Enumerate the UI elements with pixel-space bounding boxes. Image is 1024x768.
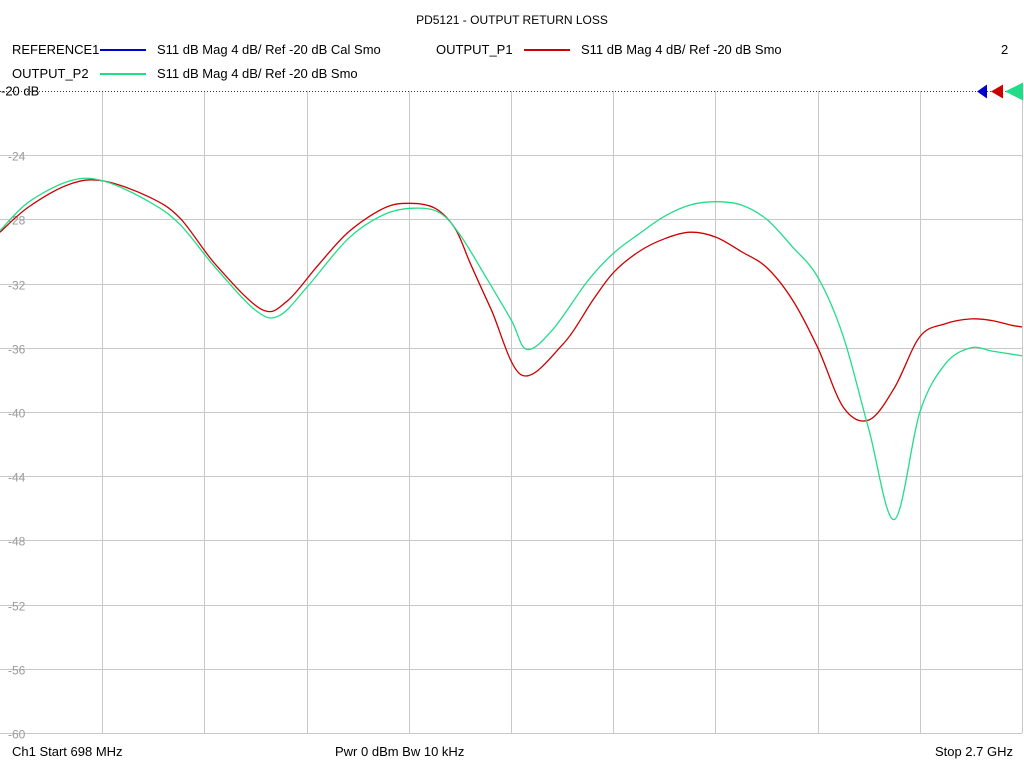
chart-title: PD5121 - OUTPUT RETURN LOSS xyxy=(416,13,608,27)
reference-marker-reference1 xyxy=(977,84,987,99)
legend-swatch-output-p1 xyxy=(524,49,570,51)
y-tick-label: -60 xyxy=(8,728,26,742)
y-tick-label: -36 xyxy=(8,343,26,357)
legend-swatch-reference1 xyxy=(100,49,146,51)
y-tick-label: -24 xyxy=(8,150,26,164)
footer-stop: Stop 2.7 GHz xyxy=(934,744,1013,759)
legend-row-1: REFERENCE1 S11 dB Mag 4 dB/ Ref -20 dB C… xyxy=(0,42,1024,62)
legend-swatch-output-p2 xyxy=(100,73,146,75)
y-tick-label: -52 xyxy=(8,600,26,614)
footer-power-bandwidth: Pwr 0 dBm Bw 10 kHz xyxy=(335,744,465,759)
channel-number: 2 xyxy=(1001,42,1009,57)
series-line-output-p1 xyxy=(0,179,1023,422)
legend-name-reference1: REFERENCE1 xyxy=(12,42,100,57)
legend-row-2: OUTPUT_P2 S11 dB Mag 4 dB/ Ref -20 dB Sm… xyxy=(0,66,1024,86)
legend-name-output-p1: OUTPUT_P1 xyxy=(436,42,513,57)
y-tick-label: -32 xyxy=(8,279,26,293)
legend-name-output-p2: OUTPUT_P2 xyxy=(12,66,89,81)
y-tick-label: -56 xyxy=(8,664,26,678)
legend-desc-output-p2: S11 dB Mag 4 dB/ Ref -20 dB Smo xyxy=(157,66,358,81)
y-tick-label: -40 xyxy=(8,407,26,421)
reference-marker-output-p1 xyxy=(991,84,1003,99)
footer-start: Ch1 Start 698 MHz xyxy=(12,744,123,759)
series-line-output-p2 xyxy=(0,177,1023,521)
y-tick-label: -48 xyxy=(8,535,26,549)
legend-desc-output-p1: S11 dB Mag 4 dB/ Ref -20 dB Smo xyxy=(581,42,782,57)
reference-label: -20 dB xyxy=(1,84,39,99)
reference-marker-output-p2 xyxy=(1005,82,1023,101)
y-tick-label: -44 xyxy=(8,471,26,485)
legend-desc-reference1: S11 dB Mag 4 dB/ Ref -20 dB Cal Smo xyxy=(157,42,381,57)
